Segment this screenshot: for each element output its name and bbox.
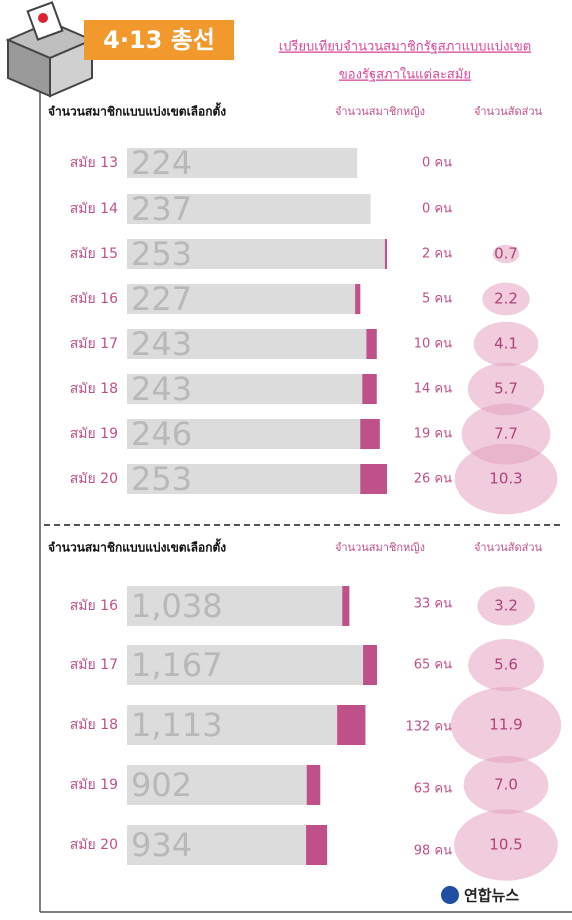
category-label: สมัย 17 (70, 336, 118, 352)
total-label: 1,113 (131, 706, 223, 744)
total-label: 246 (131, 415, 192, 453)
women-label: 132 คน (405, 720, 452, 735)
column-header: จำนวนสัดส่วน (474, 105, 543, 118)
category-label: สมัย 15 (70, 246, 118, 262)
women-label: 5 คน (422, 292, 452, 307)
category-label: สมัย 17 (70, 657, 118, 673)
ratio-label: 7.0 (494, 776, 518, 794)
category-label: สมัย 19 (70, 777, 118, 793)
ratio-label: 0.7 (494, 245, 518, 263)
subtitle: ของรัฐสภาในแต่ละสมัย (339, 67, 471, 83)
women-label: 14 คน (414, 382, 452, 397)
category-label: สมัย 16 (70, 598, 118, 614)
women-bar (385, 239, 387, 269)
category-label: สมัย 16 (70, 291, 118, 307)
ratio-label: 5.6 (494, 656, 518, 674)
women-label: 0 คน (422, 156, 452, 171)
ratio-label: 5.7 (494, 380, 518, 398)
category-label: สมัย 20 (70, 837, 118, 853)
women-bar (362, 374, 376, 404)
category-label: สมัย 19 (70, 426, 118, 442)
column-header: จำนวนสมาชิกแบบแบ่งเขตเลือกตั้ง (48, 102, 226, 119)
ratio-label: 11.9 (489, 716, 522, 734)
category-label: สมัย 18 (70, 381, 118, 397)
women-label: 33 คน (414, 597, 452, 612)
ballot-box-icon (8, 2, 92, 96)
total-label: 902 (131, 766, 192, 804)
ratio-label: 3.2 (494, 597, 518, 615)
women-label: 65 คน (414, 658, 452, 673)
total-label: 1,167 (131, 646, 223, 684)
women-bar (360, 419, 380, 449)
total-label: 253 (131, 460, 192, 498)
total-label: 237 (131, 190, 192, 228)
women-label: 0 คน (422, 202, 452, 217)
subtitle: เปรียบเทียบจำนวนสมาชิกรัฐสภาแบบแบ่งเขต (279, 39, 532, 55)
category-label: สมัย 14 (70, 201, 118, 217)
women-bar (355, 284, 360, 314)
women-bar (337, 705, 365, 745)
total-label: 253 (131, 235, 192, 273)
column-header: จำนวนสมาชิกหญิง (335, 541, 425, 554)
total-label: 243 (131, 325, 192, 363)
category-label: สมัย 18 (70, 717, 118, 733)
ratio-label: 4.1 (494, 335, 518, 353)
logo: 연합뉴스 (441, 886, 519, 905)
column-header: จำนวนสัดส่วน (474, 541, 543, 554)
total-label: 224 (131, 144, 192, 182)
women-bar (366, 329, 376, 359)
women-label: 98 คน (414, 844, 452, 859)
ratio-label: 10.3 (489, 470, 522, 488)
badge: 4·13 총선 (103, 26, 215, 54)
women-label: 26 คน (414, 472, 452, 487)
total-label: 1,038 (131, 587, 223, 625)
page: 4·13 총선 เปรียบเทียบจำนวนสมาชิกรัฐสภาแบบแ… (0, 0, 572, 920)
women-bar (342, 586, 349, 626)
ratio-label: 7.7 (494, 425, 518, 443)
total-label: 227 (131, 280, 192, 318)
women-bar (363, 645, 377, 685)
women-bar (306, 825, 327, 865)
infographic: 4·13 총선 เปรียบเทียบจำนวนสมาชิกรัฐสภาแบบแ… (0, 0, 572, 920)
total-label: 243 (131, 370, 192, 408)
source: 연합뉴스 (464, 887, 519, 905)
women-label: 19 คน (414, 427, 452, 442)
women-label: 63 คน (414, 782, 452, 797)
women-label: 10 คน (414, 337, 452, 352)
women-bar (307, 765, 320, 805)
column-header: จำนวนสมาชิกหญิง (335, 105, 425, 118)
column-header: จำนวนสมาชิกแบบแบ่งเขตเลือกตั้ง (48, 538, 226, 555)
ratio-label: 2.2 (494, 290, 518, 308)
women-bar (360, 464, 387, 494)
total-label: 934 (131, 826, 192, 864)
ratio-label: 10.5 (489, 836, 522, 854)
women-label: 2 คน (422, 247, 452, 262)
category-label: สมัย 13 (70, 155, 118, 171)
category-label: สมัย 20 (70, 471, 118, 487)
